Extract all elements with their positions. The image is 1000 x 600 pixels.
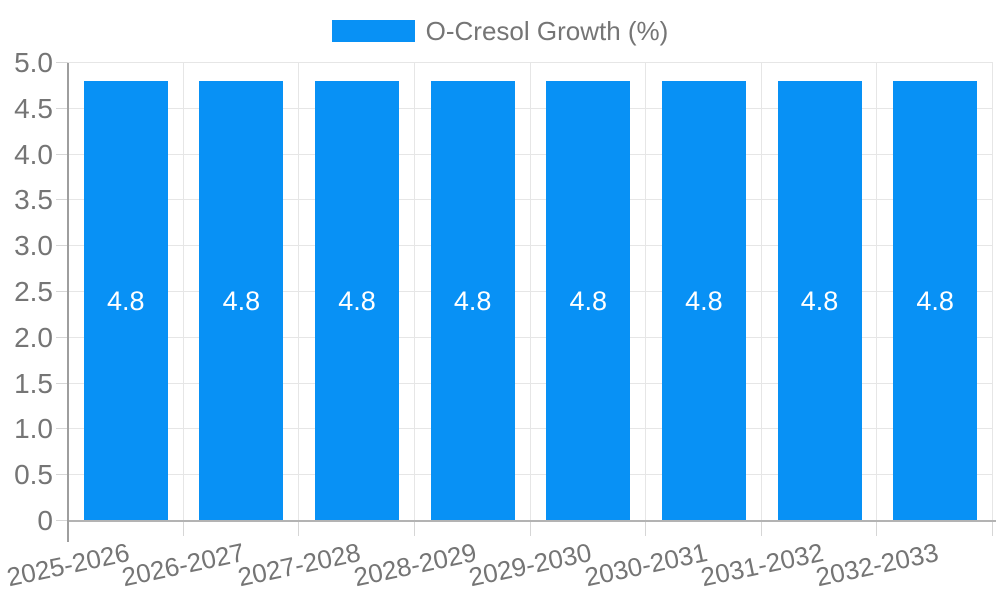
gridline-horizontal: [68, 245, 993, 247]
x-axis-tick: [992, 521, 993, 536]
gridline-vertical: [182, 63, 184, 521]
gridline-horizontal: [68, 107, 993, 109]
y-axis-tick: [56, 291, 68, 292]
gridline-horizontal: [68, 474, 993, 476]
bar[interactable]: [430, 81, 515, 521]
gridline-horizontal: [68, 153, 993, 155]
bar[interactable]: [199, 81, 284, 521]
bar-value-label: 4.8: [338, 286, 376, 317]
gridline-vertical: [876, 63, 878, 521]
bar[interactable]: [546, 81, 631, 521]
bar-value-label: 4.8: [800, 286, 839, 317]
bar-value-label: 4.8: [107, 286, 145, 317]
legend-swatch: [331, 20, 415, 42]
bar-value-label: 4.8: [453, 286, 492, 317]
x-baseline: [68, 520, 996, 522]
bar[interactable]: [661, 81, 746, 521]
y-axis-tick: [56, 62, 68, 63]
x-axis-tick: [413, 521, 415, 536]
y-axis-tick: [56, 520, 68, 521]
gridline-vertical: [413, 63, 415, 521]
bar-value-label: 4.8: [222, 286, 261, 317]
y-axis-tick: [56, 336, 68, 338]
x-axis-tick: [645, 521, 647, 536]
y-axis-line: [67, 63, 69, 542]
gridline-horizontal: [68, 382, 993, 384]
x-axis-tick: [876, 521, 878, 536]
gridline-vertical: [645, 63, 647, 521]
bar-value-label: 4.8: [916, 286, 954, 317]
gridline-horizontal: [68, 62, 993, 63]
legend: O-Cresol Growth (%): [0, 16, 1000, 46]
gridline-vertical: [529, 63, 531, 521]
y-axis-tick-label: 1.5: [14, 367, 53, 399]
gridline-horizontal: [68, 428, 993, 430]
y-axis-tick: [56, 428, 68, 430]
gridline-horizontal: [68, 336, 993, 338]
bar-value-label: 4.8: [569, 286, 608, 317]
y-axis-tick-label: 5.0: [14, 47, 53, 78]
gridline-horizontal: [68, 199, 993, 201]
y-axis-tick-label: 4.0: [14, 138, 53, 170]
bar[interactable]: [315, 81, 400, 521]
y-axis-tick: [56, 382, 68, 384]
y-axis-tick-label: 1.0: [14, 413, 53, 445]
y-axis-tick-label: 3.0: [14, 230, 53, 262]
y-axis-tick-label: 2.5: [14, 276, 53, 307]
y-axis-tick: [56, 107, 68, 109]
bar[interactable]: [893, 81, 978, 521]
bar-value-label: 4.8: [685, 286, 723, 317]
y-axis-tick-label: 3.5: [14, 184, 53, 216]
y-axis-tick-label: 0.5: [14, 459, 53, 491]
gridline-horizontal: [68, 291, 993, 292]
y-axis-tick: [56, 199, 68, 201]
bar[interactable]: [83, 81, 168, 521]
y-axis-tick: [56, 153, 68, 155]
y-axis-tick-label: 2.0: [14, 321, 53, 353]
legend-label: O-Cresol Growth (%): [425, 16, 669, 46]
y-axis-tick: [56, 474, 68, 476]
gridline-vertical: [992, 63, 993, 521]
x-axis-tick: [529, 521, 531, 536]
gridline-vertical: [298, 63, 300, 521]
y-axis-tick-label: 4.5: [14, 92, 53, 124]
x-axis-tick: [182, 521, 184, 536]
x-axis-tick: [298, 521, 300, 536]
bar[interactable]: [777, 81, 862, 521]
y-axis-tick-label: 0: [37, 505, 53, 536]
x-axis-tick: [760, 521, 762, 536]
y-axis-tick: [56, 245, 68, 247]
gridline-vertical: [760, 63, 762, 521]
